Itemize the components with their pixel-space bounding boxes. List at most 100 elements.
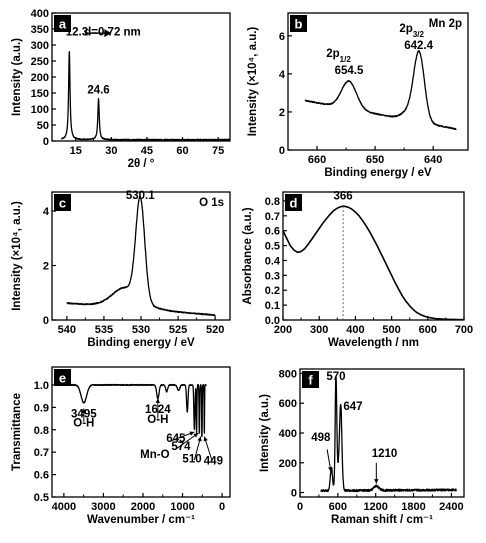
peak-label: 2p3/2 xyxy=(399,23,424,39)
x-tick-label: 75 xyxy=(212,145,224,157)
y-tick-label: 0.5 xyxy=(34,492,49,504)
y-axis-label: Absorbance (a.u.) xyxy=(242,207,254,304)
y-tick-label: 50 xyxy=(37,120,49,132)
x-tick-label: 0 xyxy=(219,501,225,513)
x-tick-label: 535 xyxy=(95,324,113,336)
x-axis-label: 2θ / ° xyxy=(128,158,155,170)
y-tick-label: 2 xyxy=(279,107,285,119)
y-tick-label: 600 xyxy=(279,398,297,410)
spectrum-line xyxy=(61,50,231,141)
peak-label: 12.3 xyxy=(66,26,88,38)
spectrum-line xyxy=(282,205,465,321)
y-tick-label: 250 xyxy=(31,56,49,68)
panel-letter-text: f xyxy=(308,373,313,388)
core-level-label: Mn 2p xyxy=(429,18,462,30)
y-tick-label: 0.6 xyxy=(34,470,49,482)
y-tick-label: 4 xyxy=(279,69,286,81)
x-tick-label: 700 xyxy=(455,324,473,336)
x-tick-label: 4000 xyxy=(52,501,76,513)
peak-label: 570 xyxy=(326,371,345,383)
y-tick-label: 0.1 xyxy=(265,300,280,312)
y-axis-label: Intensity (×10⁴, a.u.) xyxy=(247,27,259,137)
annotation-arrowhead xyxy=(328,466,333,472)
panel-letter-badge xyxy=(290,15,307,32)
peak-label: 654.5 xyxy=(335,65,364,77)
panel-letter-badge xyxy=(54,15,71,32)
y-tick-label: 100 xyxy=(31,104,49,116)
y-tick-label: 0.8 xyxy=(265,196,280,208)
y-tick-label: 200 xyxy=(279,458,297,470)
panel-letter-text: c xyxy=(59,196,66,211)
peak-label: 1210 xyxy=(372,448,398,460)
peak-label: 449 xyxy=(204,456,223,468)
panel-letter-text: a xyxy=(59,17,67,32)
peak-label: d=0.72 nm xyxy=(84,26,141,38)
x-axis-label: Raman shift / cm⁻¹ xyxy=(331,514,433,526)
panel-letter: e xyxy=(54,369,71,386)
x-tick-label: 640 xyxy=(424,154,442,166)
x-tick-label: 3000 xyxy=(91,501,115,513)
x-tick-label: 650 xyxy=(366,154,384,166)
panel-d: 200 300 400 500 600 700 0.0 0.1 0.2 0.3 0.4 0.5 0.6 0… xyxy=(242,190,473,349)
y-tick-label: 0 xyxy=(43,315,49,327)
plot-frame xyxy=(282,191,465,321)
y-tick-label: 4 xyxy=(43,206,50,218)
y-tick-label: 6 xyxy=(279,31,285,43)
core-level-label: O 1s xyxy=(199,197,224,209)
y-tick-label: 400 xyxy=(31,8,49,20)
x-axis-label: Wavenumber / cm⁻¹ xyxy=(87,514,195,526)
annotation-arrowhead xyxy=(374,479,379,484)
peak-label: 530.1 xyxy=(126,190,155,202)
x-tick-label: 45 xyxy=(141,145,153,157)
x-tick-label: 1200 xyxy=(363,501,387,513)
spectrum-line xyxy=(66,195,216,317)
y-tick-label: 2 xyxy=(43,261,49,273)
annotation-arrowhead xyxy=(197,436,202,442)
y-tick-label: 800 xyxy=(279,368,297,380)
panel-a: 15 30 45 60 75 0 50 100 150 200 250 300 350 400 2θ / °… xyxy=(11,8,231,170)
y-tick-label: 0.7 xyxy=(265,211,280,223)
panel-letter-text: e xyxy=(59,371,66,386)
panel-letter: d xyxy=(285,194,302,211)
x-tick-label: 200 xyxy=(274,324,292,336)
panel-letter: f xyxy=(302,371,319,388)
panel-letter-text: b xyxy=(295,17,303,32)
x-tick-label: 540 xyxy=(58,324,76,336)
y-tick-label: 0 xyxy=(43,136,49,148)
y-tick-label: 0.7 xyxy=(34,447,49,459)
x-tick-label: 2400 xyxy=(439,501,463,513)
peak-label: 642.4 xyxy=(404,40,433,52)
annotation-arrow xyxy=(175,432,199,450)
y-tick-label: 0.0 xyxy=(265,315,280,327)
y-tick-label: 1.0 xyxy=(34,380,49,392)
annotation-arrowhead xyxy=(155,398,161,403)
y-tick-label: 300 xyxy=(31,40,49,52)
annotation-arrowhead xyxy=(189,431,195,436)
y-tick-label: 0 xyxy=(279,145,285,157)
y-tick-label: 0.9 xyxy=(34,402,49,414)
spectrum-line xyxy=(63,383,207,438)
annotation-arrowhead xyxy=(203,436,208,442)
peak-label: 498 xyxy=(311,432,331,444)
x-tick-label: 530 xyxy=(132,324,150,336)
x-axis-label: Wavelength / nm xyxy=(328,337,419,349)
x-tick-label: 15 xyxy=(70,145,82,157)
arrow-head xyxy=(104,29,112,38)
x-tick-label: 2000 xyxy=(131,501,155,513)
panel-letter: a xyxy=(54,15,71,32)
plot-frame xyxy=(51,366,231,498)
y-tick-label: 0.5 xyxy=(265,241,280,253)
x-tick-label: 300 xyxy=(310,324,328,336)
x-tick-label: 600 xyxy=(419,324,437,336)
x-tick-label: 600 xyxy=(329,501,347,513)
spectrum-line xyxy=(304,50,457,130)
spectrum-line xyxy=(320,376,457,493)
x-tick-label: 520 xyxy=(206,324,224,336)
x-tick-label: 0 xyxy=(297,501,303,513)
x-tick-label: 525 xyxy=(169,324,187,336)
peak-label: 647 xyxy=(343,401,362,413)
panel-letter-text: d xyxy=(290,196,298,211)
y-tick-label: 400 xyxy=(279,428,297,440)
y-tick-label: 350 xyxy=(31,24,49,36)
x-tick-label: 500 xyxy=(382,324,400,336)
